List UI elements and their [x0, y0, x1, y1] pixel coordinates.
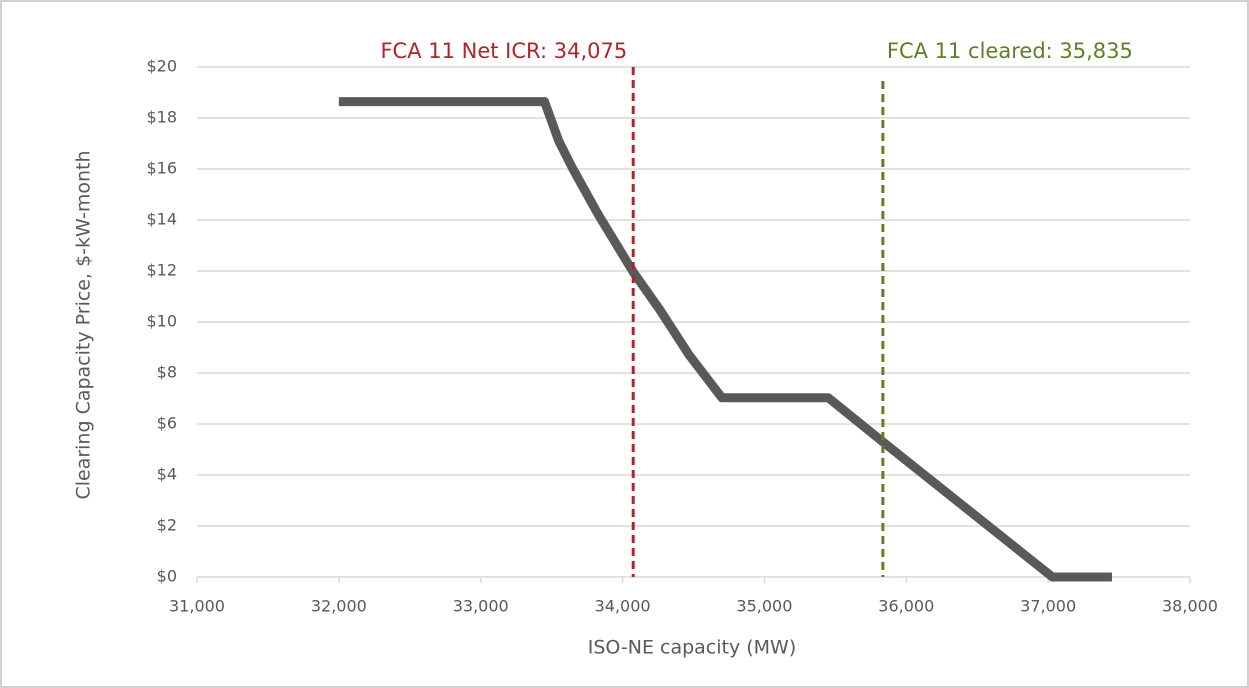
- y-tick-label: $0: [157, 567, 177, 586]
- y-tick-label: $10: [146, 312, 177, 331]
- y-tick-label: $20: [146, 57, 177, 76]
- x-tick-label: 37,000: [1020, 597, 1076, 616]
- x-tick-label: 35,000: [736, 597, 792, 616]
- price-line: [338, 97, 1112, 582]
- y-axis-title: Clearing Capacity Price, $-kW-month: [73, 150, 95, 499]
- x-tick-label: 32,000: [311, 597, 367, 616]
- y-tick-label: $18: [146, 108, 177, 127]
- x-tick-label: 34,000: [595, 597, 651, 616]
- y-tick-label: $2: [157, 516, 177, 535]
- x-tick-label: 31,000: [169, 597, 225, 616]
- reference-label: FCA 11 cleared: 35,835: [887, 39, 1133, 63]
- x-tick-label: 38,000: [1162, 597, 1218, 616]
- reference-label: FCA 11 Net ICR: 34,075: [380, 39, 627, 63]
- x-tick-label: 36,000: [878, 597, 934, 616]
- y-tick-label: $12: [146, 261, 177, 280]
- x-tick-label: 33,000: [453, 597, 509, 616]
- y-tick-label: $4: [157, 465, 177, 484]
- y-tick-label: $16: [146, 159, 177, 178]
- y-tick-label: $8: [157, 363, 177, 382]
- y-tick-label: $6: [157, 414, 177, 433]
- x-axis-title: ISO-NE capacity (MW): [588, 637, 797, 659]
- y-tick-label: $14: [146, 210, 177, 229]
